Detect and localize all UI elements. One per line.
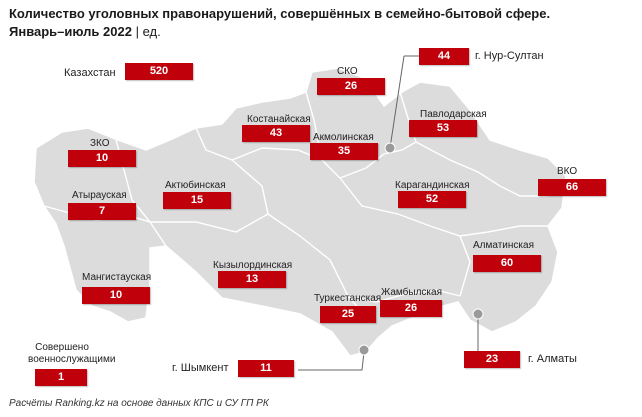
- region-value-zko: 10: [68, 150, 136, 167]
- region-label-atyrau: Атырауская: [72, 190, 127, 201]
- region-value-turkestan: 25: [320, 306, 376, 323]
- region-value-almaty-region: 60: [473, 255, 541, 272]
- city-value-nursultan: 44: [419, 48, 469, 65]
- map-title: Количество уголовных правонарушений, сов…: [9, 5, 629, 41]
- region-value-sko: 26: [317, 78, 385, 95]
- region-value-akmola: 35: [310, 143, 378, 160]
- city-label-shymkent: г. Шымкент: [172, 362, 229, 374]
- region-value-vko: 66: [538, 179, 606, 196]
- total-value: 520: [125, 63, 193, 80]
- city-label-nursultan: г. Нур-Султан: [475, 50, 544, 62]
- region-label-pavlodar: Павлодарская: [420, 109, 487, 120]
- region-value-kostanay: 43: [242, 125, 310, 142]
- source-footer: Расчёты Ranking.kz на основе данных КПС …: [9, 398, 269, 409]
- region-value-karaganda: 52: [398, 191, 466, 208]
- title-unit: | ед.: [135, 24, 161, 39]
- military-label-line2: военнослужащими: [28, 354, 116, 365]
- region-value-atyrau: 7: [68, 203, 136, 220]
- callout-line-shymkent: [298, 351, 365, 371]
- region-label-kyzylorda: Кызылординская: [213, 260, 293, 271]
- region-value-kyzylorda: 13: [218, 271, 286, 288]
- region-label-zhambyl: Жамбылская: [381, 287, 442, 298]
- region-label-zko: ЗКО: [90, 138, 110, 149]
- country-shape: [33, 67, 567, 357]
- city-value-shymkent: 11: [238, 360, 294, 377]
- city-label-almaty: г. Алматы: [528, 353, 577, 365]
- city-value-almaty: 23: [464, 351, 520, 368]
- region-label-almaty-region: Алматинская: [473, 240, 534, 251]
- region-label-mangystau: Мангистауская: [82, 272, 152, 283]
- military-value: 1: [35, 369, 87, 386]
- nursultan-marker: [384, 142, 396, 154]
- region-label-kostanay: Костанайская: [247, 114, 311, 125]
- region-value-mangystau: 10: [82, 287, 150, 304]
- region-label-aktobe: Актюбинская: [165, 180, 226, 191]
- callout-line-nursultan: [389, 55, 405, 149]
- total-label: Казахстан: [64, 67, 116, 79]
- region-value-aktobe: 15: [163, 192, 231, 209]
- region-value-pavlodar: 53: [409, 120, 477, 137]
- region-label-sko: СКО: [337, 66, 358, 77]
- region-label-turkestan: Туркестанская: [314, 293, 382, 304]
- region-value-zhambyl: 26: [380, 300, 442, 317]
- region-label-akmola: Акмолинская: [313, 132, 374, 143]
- title-line2: Январь–июль 2022 | ед.: [9, 23, 629, 41]
- almaty-marker: [472, 308, 484, 320]
- title-line1: Количество уголовных правонарушений, сов…: [9, 6, 551, 21]
- region-label-vko: ВКО: [557, 166, 578, 177]
- title-period: Январь–июль 2022: [9, 24, 132, 39]
- shymkent-marker: [358, 344, 370, 356]
- region-label-karaganda: Карагандинская: [395, 180, 470, 191]
- military-label: Совершено военнослужащими: [28, 342, 116, 366]
- military-label-line1: Совершено: [35, 342, 89, 353]
